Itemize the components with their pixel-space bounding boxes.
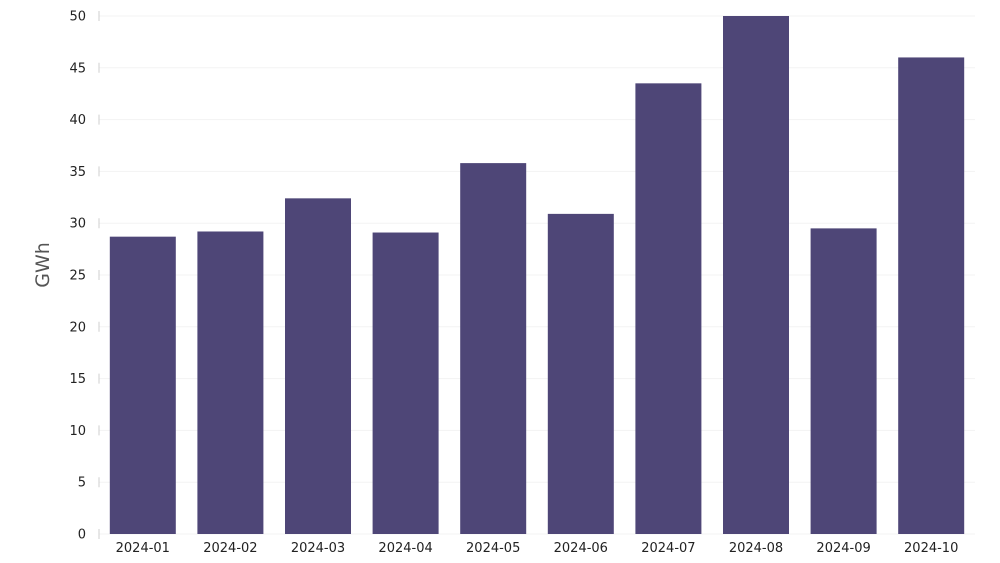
y-tick-label: 40 — [69, 113, 86, 128]
bar-2024-05 — [460, 163, 527, 534]
bar-2024-09 — [810, 228, 877, 534]
x-tick-label: 2024-09 — [816, 541, 870, 556]
y-tick-label: 5 — [78, 476, 86, 491]
bar-2024-04 — [372, 232, 439, 535]
x-tick-label: 2024-04 — [378, 541, 432, 556]
x-axis: 2024-01 2024-02 2024-03 2024-04 2024-05 2024-… — [116, 541, 959, 556]
y-tick-label: 35 — [69, 165, 86, 180]
x-tick-label: 2024-05 — [466, 541, 520, 556]
y-tick-label: 20 — [69, 320, 86, 335]
y-tick-label: 15 — [69, 372, 86, 387]
bars — [109, 16, 965, 535]
bar-2024-08 — [723, 16, 789, 534]
bar-2024-06 — [547, 213, 614, 534]
y-axis-label: GWh — [32, 242, 54, 288]
x-tick-label: 2024-07 — [641, 541, 695, 556]
y-tick-label: 0 — [78, 528, 86, 543]
y-tick-label: 50 — [69, 10, 86, 25]
y-tick-label: 10 — [69, 424, 86, 439]
x-tick-label: 2024-01 — [116, 541, 170, 556]
y-tick-label: 30 — [69, 217, 86, 232]
bar-2024-07 — [635, 83, 702, 534]
x-tick-label: 2024-08 — [729, 541, 783, 556]
bar-2024-02 — [197, 231, 264, 534]
y-axis: 0 5 10 15 20 25 30 35 40 45 50 — [69, 10, 100, 543]
bar-2024-10 — [898, 57, 965, 534]
y-tick-label: 45 — [69, 61, 86, 76]
x-tick-label: 2024-02 — [203, 541, 257, 556]
x-tick-label: 2024-03 — [291, 541, 345, 556]
bar-2024-01 — [109, 236, 176, 534]
x-tick-label: 2024-06 — [554, 541, 608, 556]
bar-2024-03 — [285, 198, 351, 534]
x-tick-label: 2024-10 — [904, 541, 958, 556]
y-tick-label: 25 — [69, 269, 86, 284]
